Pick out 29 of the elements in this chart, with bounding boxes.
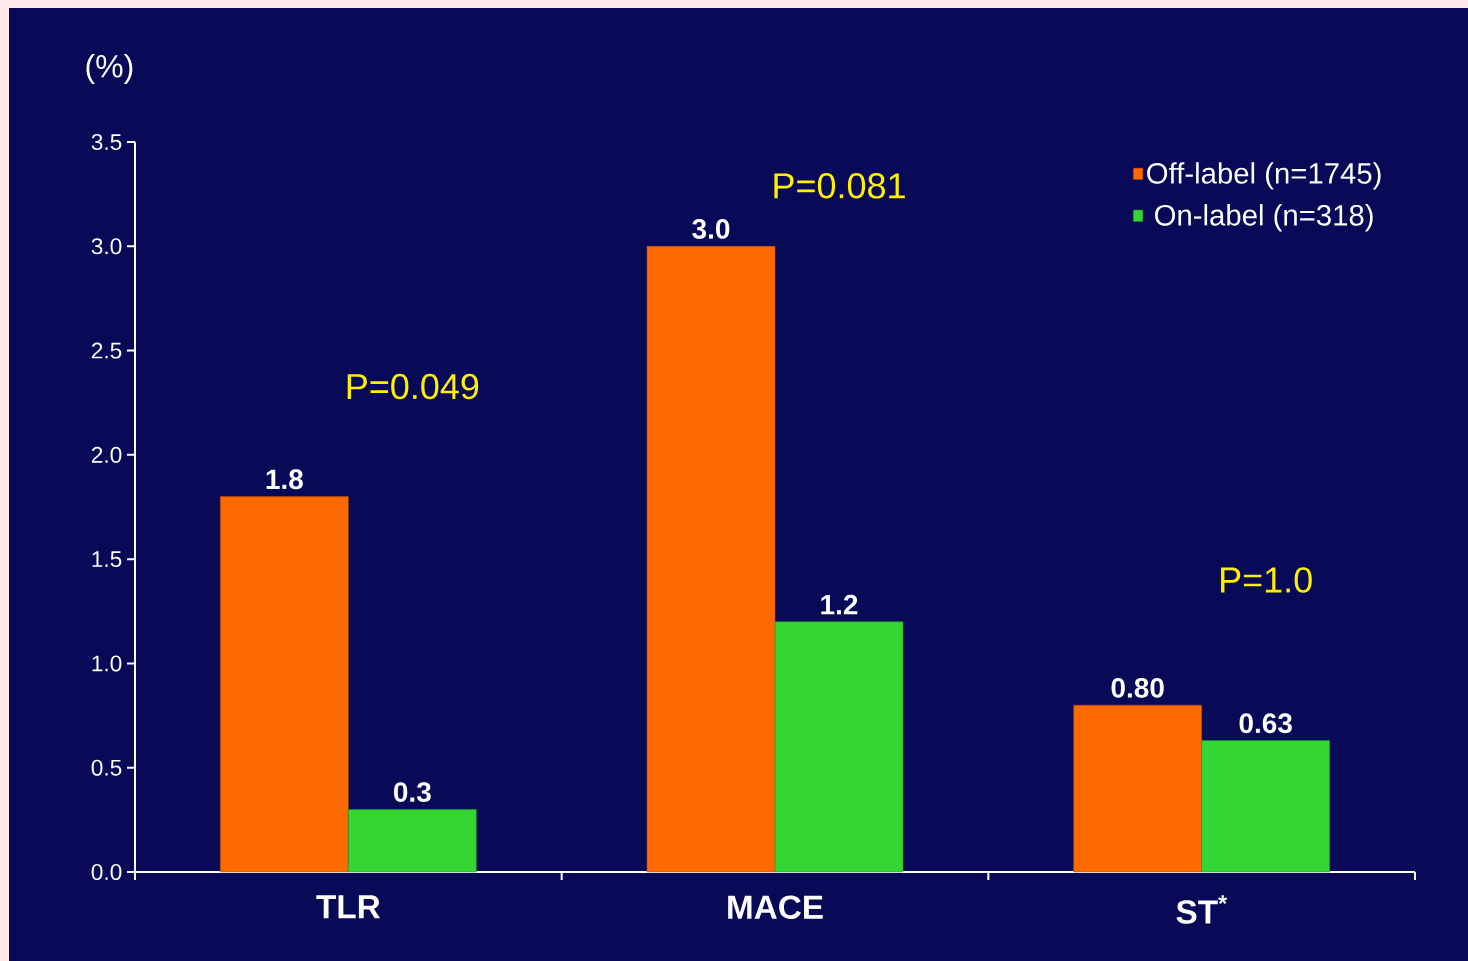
legend-label: Off-label (n=1745) — [1147, 162, 1381, 190]
bar — [348, 809, 477, 873]
data-label: 1.8 — [266, 469, 303, 490]
annotation: P=0.049 — [347, 373, 479, 400]
annotation: P=1.0 — [1221, 567, 1312, 593]
data-label: 1.2 — [821, 594, 858, 615]
bar — [646, 246, 776, 873]
x-tick-label: ST$^{*}$ — [1176, 895, 1228, 924]
bar — [774, 621, 904, 873]
annotation: P=0.081 — [774, 173, 905, 199]
y-tick-label: 1.5 — [92, 551, 122, 568]
legend-label: On-label (n=318) — [1155, 204, 1373, 232]
y-tick-label: 0.5 — [91, 759, 122, 776]
data-label: 0.3 — [393, 782, 431, 803]
data-label: 0.63 — [1239, 713, 1292, 734]
y-tick-label: 2.0 — [91, 446, 122, 463]
y-tick-label: 0.0 — [91, 863, 122, 881]
y-axis-title: (%) — [86, 54, 133, 84]
y-tick-label: 3.0 — [91, 238, 122, 255]
x-tick-label: TLR — [316, 895, 381, 919]
x-tick-label: MACE — [728, 895, 823, 919]
y-tick-label: 1.0 — [92, 655, 122, 672]
y-tick-label: 2.5 — [91, 342, 122, 359]
y-tick-label: 3.5 — [91, 133, 122, 151]
bar — [220, 496, 349, 873]
data-label: 3.0 — [692, 219, 730, 239]
data-label: 0.80 — [1111, 677, 1164, 698]
bar — [1201, 740, 1330, 873]
bar — [1073, 704, 1202, 873]
